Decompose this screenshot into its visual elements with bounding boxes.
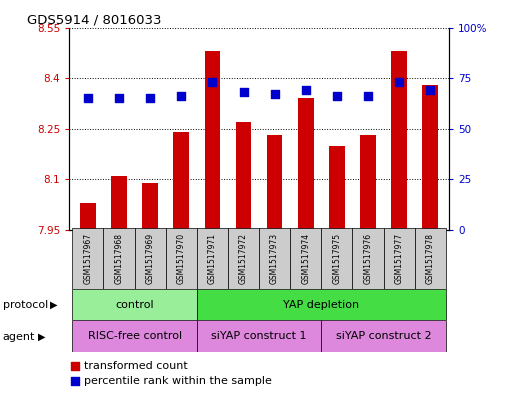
Text: GSM1517970: GSM1517970 bbox=[177, 233, 186, 284]
Text: ▶: ▶ bbox=[50, 300, 58, 310]
Text: agent: agent bbox=[3, 332, 35, 342]
Point bbox=[71, 362, 79, 369]
Point bbox=[71, 378, 79, 384]
Bar bbox=[391, 51, 407, 230]
Bar bbox=[290, 228, 321, 289]
Point bbox=[426, 87, 435, 94]
Bar bbox=[111, 176, 127, 230]
Text: siYAP construct 1: siYAP construct 1 bbox=[211, 331, 307, 341]
Bar bbox=[197, 228, 228, 289]
Bar bbox=[360, 136, 376, 230]
Point bbox=[115, 95, 123, 101]
Text: GSM1517974: GSM1517974 bbox=[301, 233, 310, 284]
Text: siYAP construct 2: siYAP construct 2 bbox=[336, 331, 431, 341]
Text: YAP depletion: YAP depletion bbox=[283, 299, 360, 310]
Bar bbox=[197, 289, 446, 320]
Text: GSM1517972: GSM1517972 bbox=[239, 233, 248, 284]
Bar bbox=[384, 228, 415, 289]
Point bbox=[333, 93, 341, 99]
Point bbox=[146, 95, 154, 101]
Bar bbox=[415, 228, 446, 289]
Text: GSM1517975: GSM1517975 bbox=[332, 233, 341, 284]
Point bbox=[240, 89, 248, 95]
Bar bbox=[197, 320, 321, 352]
Bar bbox=[173, 132, 189, 230]
Text: control: control bbox=[115, 299, 154, 310]
Text: GSM1517967: GSM1517967 bbox=[84, 233, 92, 284]
Bar bbox=[205, 51, 220, 230]
Bar bbox=[72, 320, 197, 352]
Text: GSM1517968: GSM1517968 bbox=[114, 233, 124, 284]
Text: transformed count: transformed count bbox=[85, 360, 188, 371]
Text: GSM1517977: GSM1517977 bbox=[394, 233, 404, 284]
Text: GSM1517978: GSM1517978 bbox=[426, 233, 435, 284]
Bar bbox=[80, 203, 96, 230]
Bar bbox=[321, 228, 352, 289]
Text: RISC-free control: RISC-free control bbox=[88, 331, 182, 341]
Bar bbox=[329, 145, 345, 230]
Text: ▶: ▶ bbox=[38, 332, 46, 342]
Bar bbox=[166, 228, 197, 289]
Bar bbox=[72, 228, 104, 289]
Bar bbox=[321, 320, 446, 352]
Bar bbox=[259, 228, 290, 289]
Point bbox=[302, 87, 310, 94]
Bar bbox=[72, 289, 197, 320]
Point bbox=[208, 79, 216, 85]
Bar bbox=[236, 122, 251, 230]
Bar bbox=[267, 136, 282, 230]
Text: GSM1517973: GSM1517973 bbox=[270, 233, 279, 284]
Bar bbox=[422, 85, 438, 230]
Text: GSM1517969: GSM1517969 bbox=[146, 233, 154, 284]
Bar bbox=[228, 228, 259, 289]
Bar bbox=[298, 98, 313, 230]
Text: percentile rank within the sample: percentile rank within the sample bbox=[85, 376, 272, 386]
Point bbox=[84, 95, 92, 101]
Point bbox=[177, 93, 185, 99]
Bar bbox=[352, 228, 384, 289]
Point bbox=[364, 93, 372, 99]
Bar bbox=[104, 228, 134, 289]
Point bbox=[395, 79, 403, 85]
Text: GSM1517976: GSM1517976 bbox=[364, 233, 372, 284]
Bar bbox=[143, 183, 158, 230]
Point bbox=[270, 91, 279, 97]
Text: GSM1517971: GSM1517971 bbox=[208, 233, 217, 284]
Text: protocol: protocol bbox=[3, 300, 48, 310]
Text: GDS5914 / 8016033: GDS5914 / 8016033 bbox=[28, 13, 162, 26]
Bar bbox=[134, 228, 166, 289]
